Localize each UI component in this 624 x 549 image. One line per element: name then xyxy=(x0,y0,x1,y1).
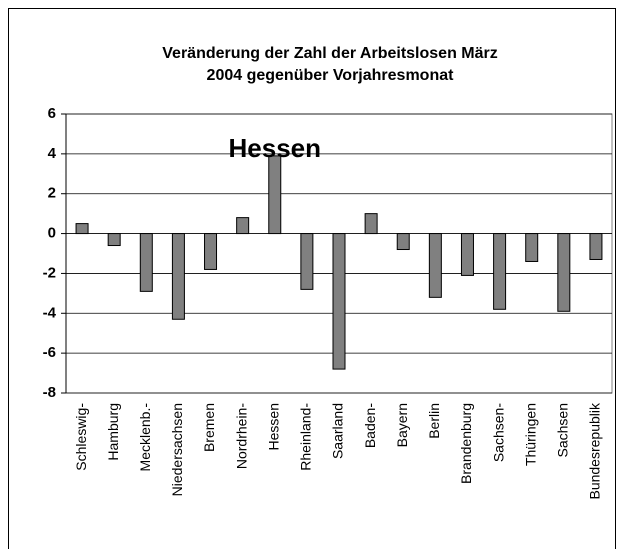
bar xyxy=(139,233,153,292)
y-tick-label: -8 xyxy=(43,384,56,401)
x-tick-label: Bundesrepublik xyxy=(587,402,603,500)
bar xyxy=(75,223,89,235)
bar xyxy=(428,233,442,298)
bar xyxy=(268,155,282,235)
x-tick-label: Bremen xyxy=(201,403,217,452)
bar xyxy=(525,233,539,262)
x-tick-label: Saarland xyxy=(330,403,346,459)
annotation: Hessen xyxy=(229,133,322,163)
bar xyxy=(364,213,378,235)
chart-title: Veränderung der Zahl der Arbeitslosen Mä… xyxy=(162,45,498,62)
bar xyxy=(204,233,218,270)
bar xyxy=(460,233,474,276)
x-tick-label: Nordrhein- xyxy=(233,403,249,469)
y-tick-label: -4 xyxy=(43,304,57,321)
x-tick-label: Baden- xyxy=(362,403,378,448)
y-tick-label: 4 xyxy=(48,145,57,162)
x-tick-label: Berlin xyxy=(426,403,442,439)
x-tick-label: Sachsen xyxy=(555,403,571,457)
y-tick-label: 2 xyxy=(48,185,56,202)
bar xyxy=(589,233,603,260)
y-tick-label: 0 xyxy=(48,225,56,242)
bar xyxy=(171,233,185,320)
x-tick-label: Niedersachsen xyxy=(169,403,185,496)
bar xyxy=(493,233,507,310)
y-tick-label: 6 xyxy=(48,105,56,122)
bar xyxy=(557,233,571,312)
x-tick-label: Thüringen xyxy=(522,403,538,466)
chart-title: 2004 gegenüber Vorjahresmonat xyxy=(207,67,455,84)
y-tick-label: -6 xyxy=(43,344,56,361)
x-tick-label: Mecklenb.- xyxy=(137,403,153,472)
y-tick-label: -2 xyxy=(43,264,56,281)
x-tick-label: Sachsen- xyxy=(490,403,506,462)
bar xyxy=(332,233,346,370)
bar xyxy=(300,233,314,290)
bar xyxy=(236,217,250,235)
bar xyxy=(396,233,410,251)
x-tick-label: Hessen xyxy=(265,403,281,450)
x-tick-label: Bayern xyxy=(394,403,410,447)
x-tick-label: Rheinland- xyxy=(298,403,314,471)
chart-frame xyxy=(8,8,616,549)
x-tick-label: Brandenburg xyxy=(458,403,474,484)
x-tick-label: Hamburg xyxy=(105,403,121,461)
x-tick-label: Schleswig- xyxy=(73,403,89,471)
bar xyxy=(107,233,121,247)
